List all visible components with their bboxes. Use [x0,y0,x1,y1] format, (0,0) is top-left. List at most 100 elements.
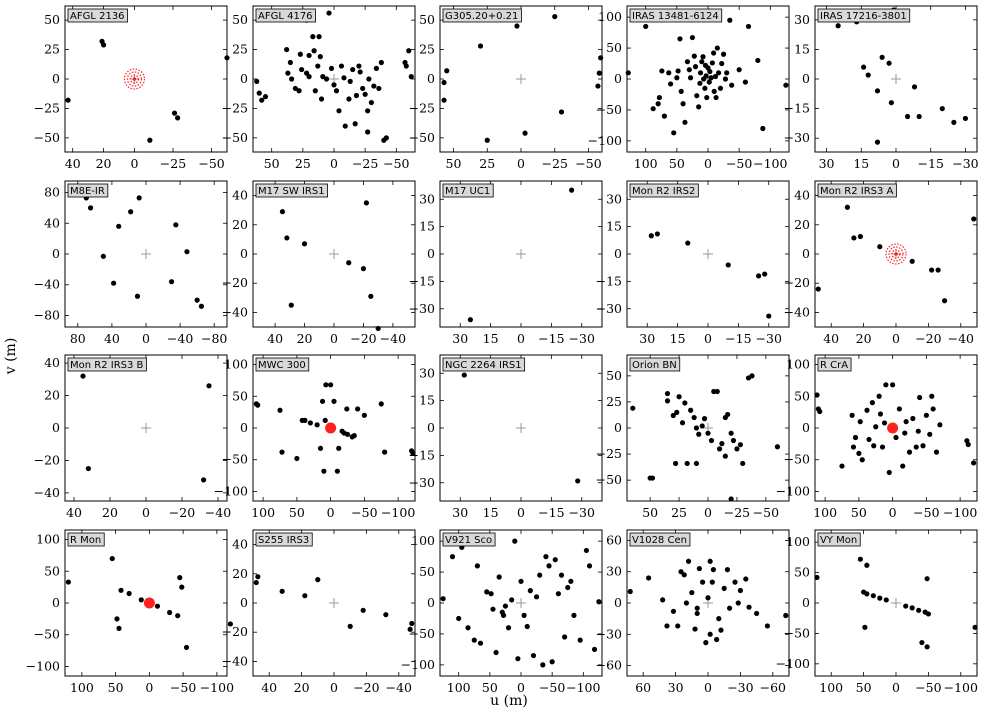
y-tick-label: −60 [596,658,622,673]
data-point [334,468,340,474]
data-point [689,34,696,41]
data-point [441,79,447,86]
panel-title: R CrA [820,360,848,371]
data-point [737,587,744,594]
data-point [654,231,660,237]
panel-g305-20-0-21: 50 25 0 −25 −50 50 25 0 −25 −50 G305.20+0.21 [409,5,604,171]
y-tick-label: 0 [427,595,435,610]
x-tick-label: 0 [330,331,338,346]
data-point [722,414,728,421]
data-point [326,10,332,16]
data-point [909,605,915,611]
data-point [691,53,697,59]
y-tick-label: 30 [794,12,810,27]
x-tick-label: 40 [65,156,81,171]
data-point [346,96,352,102]
highlight-ring [888,246,904,262]
data-point [114,616,120,622]
data-point [877,595,883,601]
panel-title-box: Mon R2 IRS3 B [67,357,147,372]
y-tick-label: 50 [794,565,810,580]
data-point [710,567,717,573]
panel-title: Orion BN [632,360,677,371]
data-point [333,88,340,94]
data-point [755,57,761,64]
data-point [643,23,649,30]
data-point [694,93,700,99]
data-point [702,85,708,91]
data-point [696,565,702,572]
data-point [930,406,936,412]
panel-title: V1028 Cen [632,535,687,546]
y-tick-label: 50 [44,563,60,578]
data-point [691,414,697,421]
data-point [546,563,552,569]
data-point [456,615,462,622]
data-point [873,424,879,430]
data-point [378,401,384,407]
panel-title-box: AFGL 2136 [67,8,128,23]
data-point [903,603,909,609]
y-tick-label: −100 [776,656,810,671]
data-point [299,66,305,73]
x-tick-label: −25 [724,505,750,520]
data-point [484,137,490,143]
y-tick-label: 0 [614,595,622,610]
data-point [294,455,300,462]
x-tick-label: 0 [704,156,712,171]
data-point [173,222,179,228]
data-point [206,383,212,389]
data-point [284,235,290,241]
panel-title: IRAS 13481-6124 [632,11,719,22]
panel-title-box: NGC 2264 IRS1 [442,357,526,372]
data-point [729,82,735,88]
data-point [927,431,933,437]
data-point [685,558,692,564]
data-point [705,430,711,436]
x-tick-label: −15 [538,505,564,520]
data-point [646,575,652,581]
data-point [320,74,326,80]
data-point [814,574,820,581]
data-point [711,88,717,94]
data-point [406,48,412,54]
x-tick-label: 30 [668,680,684,695]
data-point [484,589,490,595]
data-point [736,67,742,73]
data-point [254,78,260,84]
y-tick-label: 100 [786,534,810,549]
data-point [323,76,330,82]
data-point [656,94,663,101]
y-tick-label: 100 [36,532,60,547]
panel-title: V921 Sco [445,535,492,546]
panel-title-box: V921 Sco [442,532,496,547]
data-point [701,416,708,422]
data-point [904,113,911,120]
panel-title-box: Orion BN [629,357,681,372]
data-point [259,97,265,103]
data-point [916,607,922,613]
data-point [859,457,865,463]
data-point [351,433,357,439]
panel-title: G305.20+0.21 [445,11,518,22]
panel-title-box: AFGL 4176 [255,8,316,23]
x-tick-label: −40 [205,505,231,520]
data-point [224,55,230,61]
data-point [100,253,106,259]
data-point [694,610,700,617]
x-tick-label: −100 [944,680,978,695]
panel-title-background [629,532,691,547]
y-tick-label: −50 [596,472,622,487]
data-point [676,394,682,400]
origin-marker [516,423,526,433]
data-point [287,59,293,66]
data-point [692,64,699,70]
data-point [664,623,670,629]
panel-title-background [67,8,128,23]
data-point [488,591,494,597]
y-tick-label: 0 [802,595,810,610]
data-point [675,68,681,74]
x-tick-label: 0 [704,680,712,695]
panel-title-box: Mon R2 IRS2 [629,183,699,198]
